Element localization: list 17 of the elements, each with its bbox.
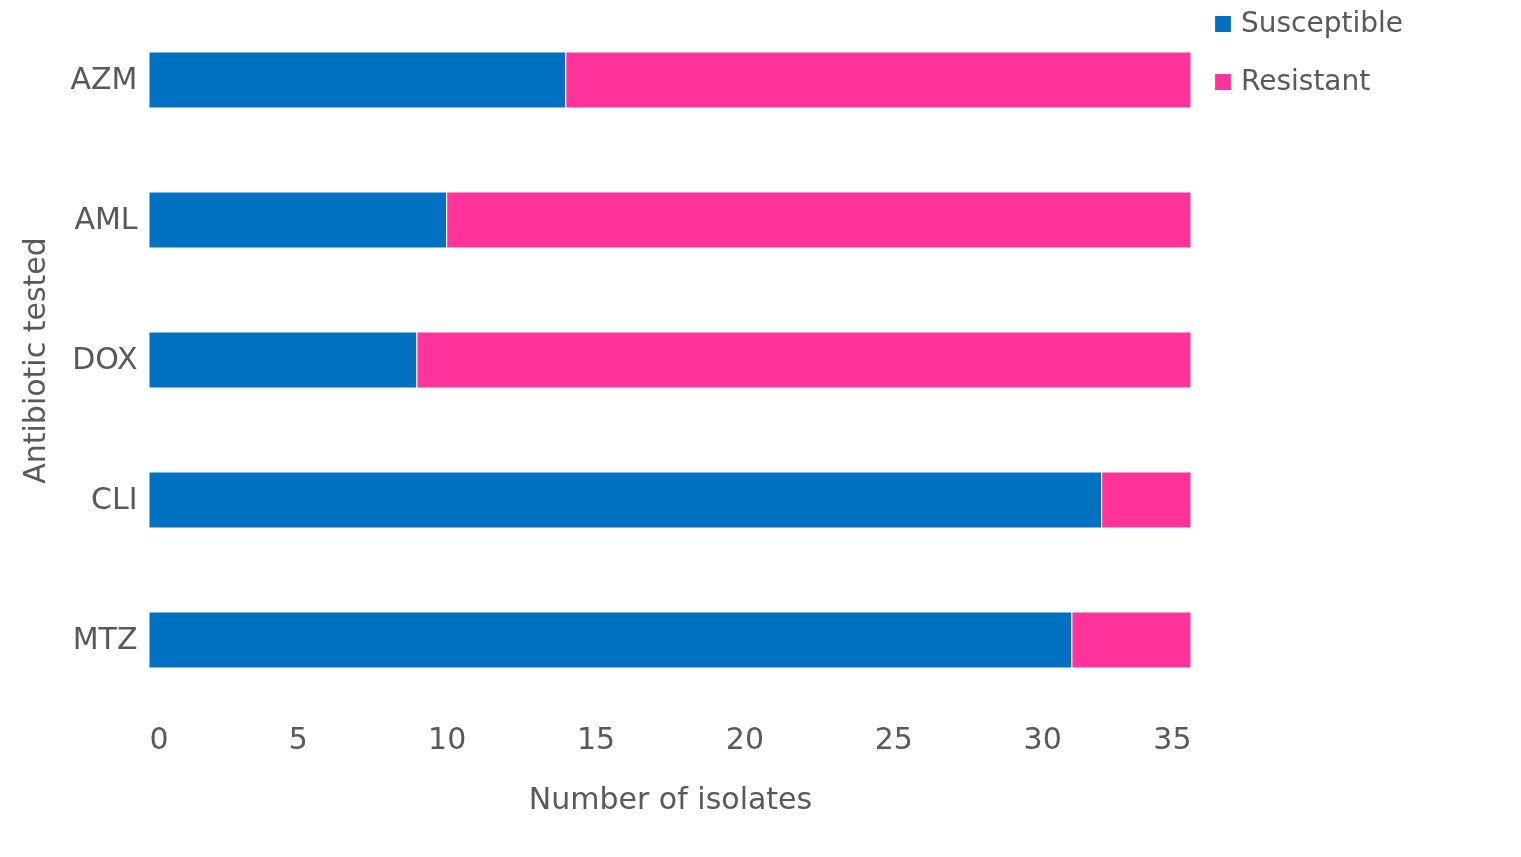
x-tick-label: 5	[288, 720, 308, 756]
x-axis-title: Number of isolates	[528, 780, 813, 816]
y-tick-label: MTZ	[72, 621, 138, 656]
x-tick-label: 20	[725, 720, 765, 756]
x-tick-label: 10	[428, 720, 467, 756]
x-tick-label: 25	[874, 720, 913, 756]
y-tick-label: CLI	[90, 481, 138, 516]
legend-label: Susceptible	[1241, 6, 1404, 39]
y-axis-title: Antibiotic tested	[16, 237, 52, 484]
x-tick-label: 0	[149, 720, 169, 756]
legend-label: Resistant	[1241, 64, 1371, 97]
x-tick-label: 15	[576, 720, 616, 756]
y-tick-label: DOX	[72, 341, 138, 376]
x-tick-label: 30	[1023, 720, 1062, 756]
y-tick-label: AZM	[70, 61, 138, 96]
y-tick-label: AML	[74, 201, 138, 236]
x-tick-label: 35	[1153, 720, 1192, 756]
